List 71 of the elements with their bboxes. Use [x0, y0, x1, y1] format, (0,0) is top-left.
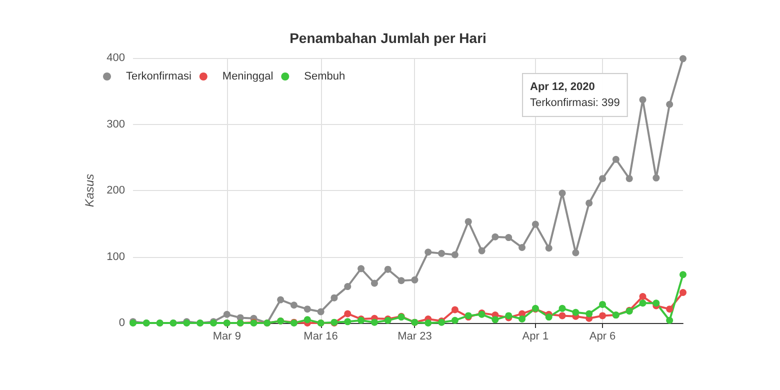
point	[652, 300, 660, 307]
point	[370, 318, 378, 326]
point	[680, 55, 686, 62]
point	[317, 308, 324, 316]
y-axis-title: Kasus	[82, 174, 97, 208]
point	[344, 310, 352, 318]
x-tick-label: Mar 16	[304, 330, 338, 342]
point	[558, 304, 566, 312]
point	[384, 266, 392, 273]
point	[290, 302, 298, 309]
point	[518, 244, 526, 251]
point	[639, 293, 646, 300]
point	[478, 247, 486, 254]
point	[545, 314, 552, 321]
point	[451, 316, 458, 324]
point	[223, 310, 230, 318]
y-tick-label: 200	[106, 184, 125, 196]
x-tick-label: Apr 6	[589, 330, 616, 342]
point	[464, 218, 472, 226]
y-tick-label: 400	[106, 52, 125, 64]
legend-label: Meninggal	[222, 70, 274, 82]
point	[599, 300, 606, 308]
point	[639, 96, 646, 104]
point	[518, 316, 526, 323]
point	[558, 190, 566, 197]
point	[411, 276, 418, 284]
annotation: Apr 12, 2020 Terkonfirmasi: 399	[530, 81, 620, 109]
x-tick-label: Mar 9	[212, 330, 241, 342]
point	[652, 174, 660, 182]
point	[344, 318, 352, 326]
point	[424, 320, 432, 326]
point	[330, 294, 338, 302]
point	[572, 308, 580, 316]
point	[572, 249, 580, 256]
chart-title: Penambahan Jumlah per Hari	[290, 30, 486, 46]
point	[599, 175, 606, 182]
point	[545, 244, 552, 252]
point	[398, 277, 405, 284]
y-tick-label: 100	[106, 250, 125, 263]
point	[680, 289, 686, 296]
legend-label: Terkonfirmasi	[126, 70, 192, 82]
point	[586, 310, 593, 318]
point	[558, 312, 566, 320]
point	[344, 283, 352, 290]
point	[370, 280, 378, 287]
point	[639, 300, 646, 307]
point	[438, 250, 446, 257]
y-tick-label: 0	[118, 317, 125, 329]
point	[586, 200, 593, 207]
point	[612, 156, 620, 163]
point	[424, 248, 432, 256]
point	[532, 220, 539, 228]
point	[304, 316, 311, 324]
point	[666, 316, 674, 324]
point	[505, 234, 512, 242]
point	[599, 312, 606, 320]
point	[626, 175, 633, 182]
x-tick-label: Mar 23	[398, 330, 432, 342]
point	[492, 233, 499, 240]
point	[304, 306, 311, 313]
y-tick-label: 300	[106, 118, 125, 130]
point	[451, 251, 458, 258]
point	[680, 271, 686, 278]
x-tick-label: Apr 1	[522, 330, 549, 342]
point	[666, 100, 674, 108]
point	[277, 296, 284, 304]
point	[451, 306, 458, 314]
legend-label: Sembuh	[304, 70, 346, 82]
point	[492, 316, 499, 324]
point	[358, 265, 365, 272]
point	[666, 306, 674, 313]
